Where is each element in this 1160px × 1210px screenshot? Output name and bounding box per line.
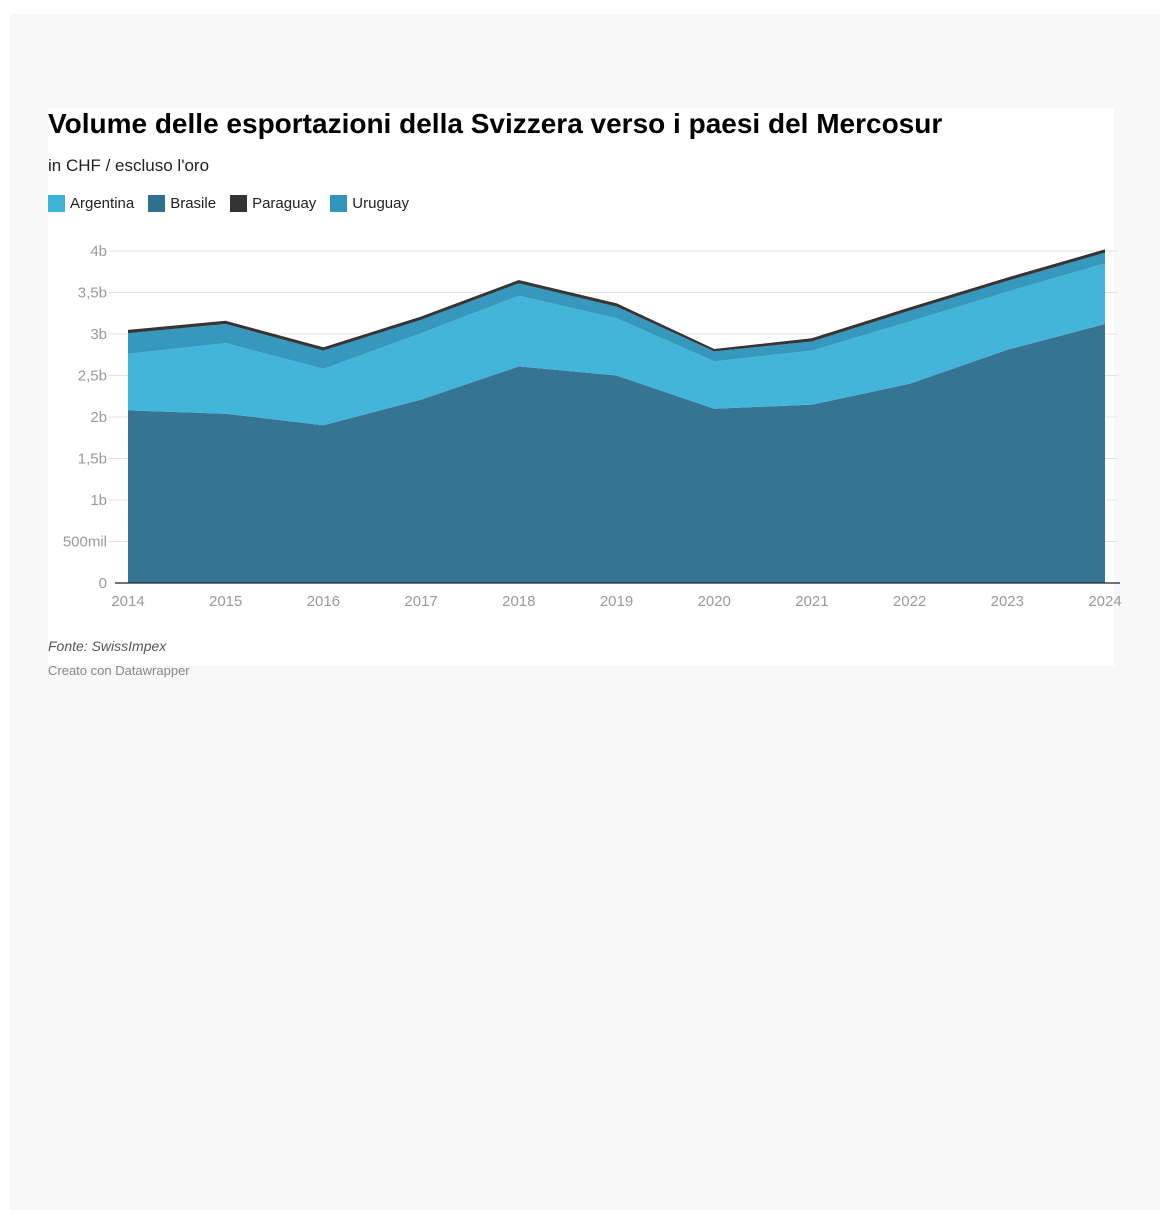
area-uruguay xyxy=(128,252,1105,369)
y-tick-label-1: 500mil xyxy=(63,534,107,551)
legend-item-paraguay: Paraguay xyxy=(230,194,317,212)
y-tick-label-4: 2b xyxy=(90,409,107,426)
chart-subtitle: in CHF / escluso l'oro xyxy=(48,156,210,175)
chart-card: Volume delle esportazioni della Svizzera… xyxy=(48,108,1122,678)
x-tick-label-2023: 2023 xyxy=(991,593,1024,610)
chart-title: Volume delle esportazioni della Svizzera… xyxy=(48,108,943,139)
legend-item-brasile: Brasile xyxy=(148,194,217,212)
x-tick-label-2019: 2019 xyxy=(600,593,633,610)
x-tick-label-2015: 2015 xyxy=(209,593,242,610)
area-argentina xyxy=(128,263,1105,426)
x-tick-label-2021: 2021 xyxy=(795,593,828,610)
y-tick-label-8: 4b xyxy=(90,243,107,260)
area-chart-plot: 0 500mil 1b 1,5b 2b 2,5b 3b 3,5b 4b 2014 2015 2016 2… xyxy=(63,243,1122,610)
x-tick-label-2022: 2022 xyxy=(893,593,926,610)
y-tick-label-2: 1b xyxy=(90,492,107,509)
legend-label-uruguay: Uruguay xyxy=(352,194,409,212)
y-tick-label-0: 0 xyxy=(99,575,107,592)
legend-item-uruguay: Uruguay xyxy=(330,194,409,212)
legend-swatch-paraguay xyxy=(230,194,248,212)
y-tick-label-7: 3,5b xyxy=(78,285,107,302)
legend-swatch-argentina xyxy=(48,194,65,212)
x-tick-label-2020: 2020 xyxy=(698,593,731,610)
chart-credit: Creato con Datawrapper xyxy=(48,663,190,678)
chart-legend: Argentina Brasile Paraguay Uruguay xyxy=(48,194,409,212)
area-brasile xyxy=(128,324,1105,583)
legend-item-argentina: Argentina xyxy=(48,194,135,212)
x-tick-label-2017: 2017 xyxy=(404,593,437,610)
x-tick-label-2016: 2016 xyxy=(307,593,340,610)
legend-label-argentina: Argentina xyxy=(70,194,135,212)
legend-label-paraguay: Paraguay xyxy=(252,194,317,212)
y-tick-label-3: 1,5b xyxy=(78,451,107,468)
area-top-outline xyxy=(127,249,1106,351)
legend-label-brasile: Brasile xyxy=(170,194,217,212)
y-tick-label-6: 3b xyxy=(90,326,107,343)
area-paraguay xyxy=(128,250,1105,352)
chart-source: Fonte: SwissImpex xyxy=(48,638,167,654)
legend-swatch-brasile xyxy=(148,194,166,212)
x-tick-label-2014: 2014 xyxy=(111,593,144,610)
legend-swatch-uruguay xyxy=(330,194,348,212)
x-tick-label-2018: 2018 xyxy=(502,593,535,610)
y-tick-label-5: 2,5b xyxy=(78,368,107,385)
x-tick-label-2024: 2024 xyxy=(1088,593,1121,610)
